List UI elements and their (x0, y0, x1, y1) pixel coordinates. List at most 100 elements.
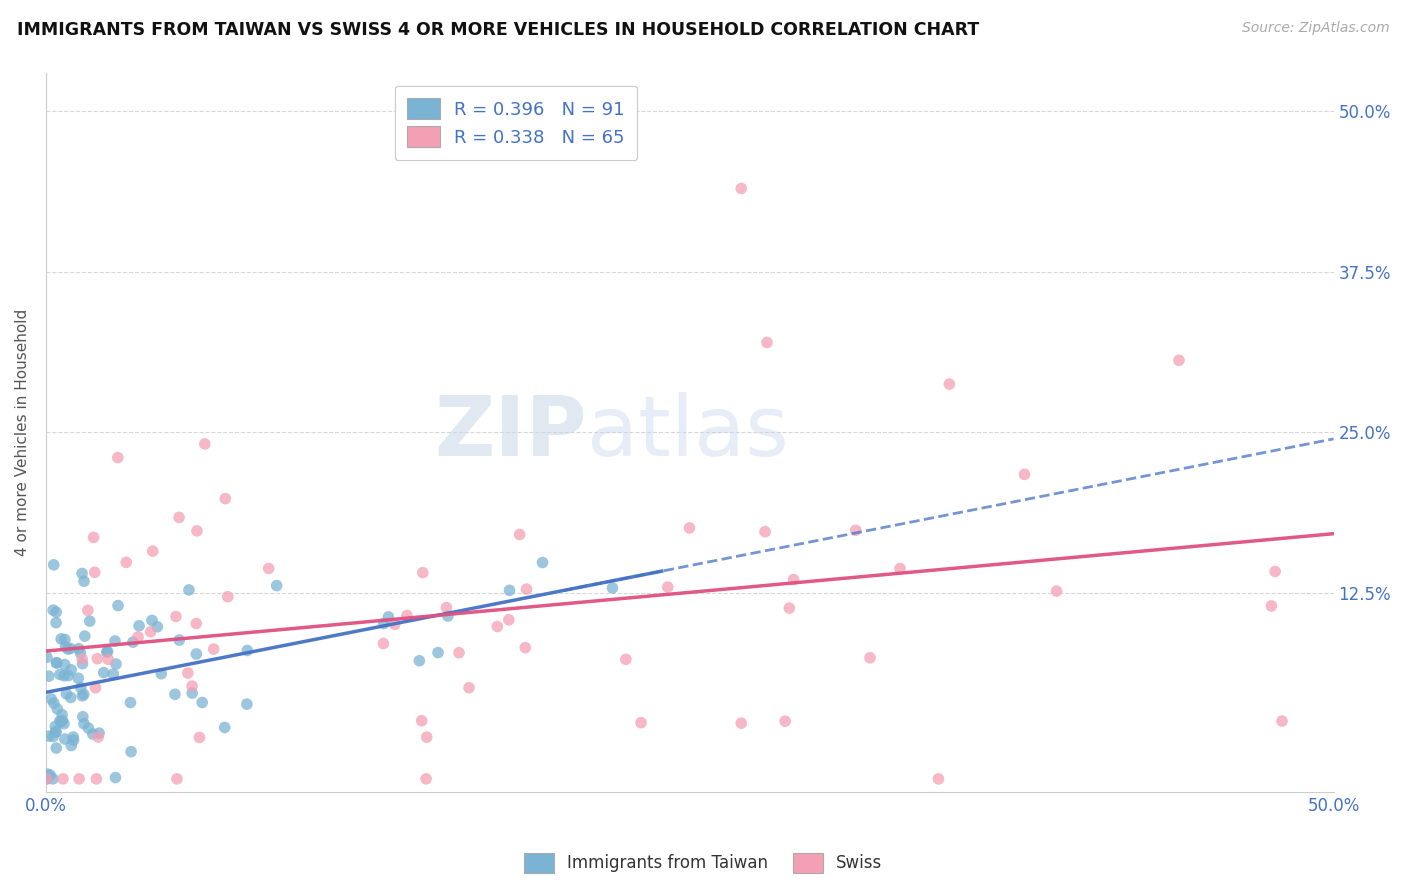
Point (1014, 467, 1036, 482)
Point (83, 530, 105, 544)
Point (42, 772, 65, 786)
Point (87, 730, 110, 744)
Point (127, 630, 149, 644)
Legend: Immigrants from Taiwan, Swiss: Immigrants from Taiwan, Swiss (517, 847, 889, 880)
Point (373, 616, 395, 631)
Point (52, 669, 75, 683)
Point (214, 491, 236, 506)
Point (614, 652, 637, 666)
Point (186, 647, 208, 661)
Point (51, 714, 73, 728)
Point (754, 524, 776, 539)
Point (938, 377, 960, 392)
Point (266, 579, 288, 593)
Point (1168, 353, 1191, 368)
Point (146, 620, 169, 634)
Point (82, 727, 104, 741)
Point (859, 650, 882, 665)
Point (67, 641, 90, 656)
Point (103, 667, 125, 681)
Point (458, 681, 481, 695)
Point (756, 335, 779, 350)
Point (509, 527, 531, 541)
Point (45, 656, 67, 670)
Point (96, 645, 118, 659)
Point (58, 668, 80, 682)
Point (773, 714, 796, 729)
Point (35, 772, 58, 786)
Point (427, 646, 450, 660)
Point (1271, 714, 1294, 728)
Point (42, 730, 65, 744)
Point (191, 696, 214, 710)
Point (45, 725, 67, 739)
Point (412, 566, 434, 580)
Point (46, 702, 69, 716)
Point (177, 665, 200, 680)
Legend: R = 0.396   N = 91, R = 0.338   N = 65: R = 0.396 N = 91, R = 0.338 N = 65 (395, 86, 637, 160)
Text: Source: ZipAtlas.com: Source: ZipAtlas.com (1241, 21, 1389, 36)
Point (52, 772, 75, 786)
Point (76, 603, 98, 617)
Point (67, 671, 90, 685)
Point (72, 710, 94, 724)
Point (59, 641, 82, 656)
Y-axis label: 4 or more Vehicles in Household: 4 or more Vehicles in Household (15, 309, 30, 556)
Point (72, 689, 94, 703)
Point (45, 741, 67, 756)
Point (42, 696, 65, 710)
Point (188, 731, 211, 745)
Point (42, 603, 65, 617)
Point (39, 768, 62, 782)
Point (62, 730, 84, 744)
Point (778, 601, 800, 615)
Point (602, 581, 624, 595)
Point (163, 687, 186, 701)
Point (97, 644, 120, 658)
Point (122, 635, 145, 649)
Point (236, 643, 259, 657)
Point (498, 583, 520, 598)
Point (60, 663, 83, 677)
Point (115, 555, 138, 569)
Point (87, 726, 110, 740)
Point (104, 634, 127, 648)
Point (73, 574, 96, 589)
Point (142, 544, 165, 558)
Point (104, 771, 127, 785)
Point (93, 665, 115, 680)
Point (384, 617, 406, 632)
Point (186, 616, 208, 631)
Point (72, 657, 94, 671)
Point (83, 566, 105, 580)
Point (730, 181, 752, 195)
Point (889, 561, 911, 575)
Point (515, 640, 537, 655)
Point (60, 739, 83, 753)
Point (107, 599, 129, 613)
Text: atlas: atlas (586, 392, 789, 473)
Point (486, 619, 509, 633)
Point (181, 686, 204, 700)
Point (128, 619, 150, 633)
Point (377, 610, 399, 624)
Point (62, 733, 84, 747)
Point (51, 707, 73, 722)
Point (49, 714, 72, 728)
Point (49, 667, 72, 681)
Point (1045, 584, 1067, 599)
Point (139, 624, 162, 639)
Point (167, 510, 190, 524)
Point (70, 566, 93, 581)
Point (1264, 565, 1286, 579)
Point (84, 681, 107, 695)
Point (52, 716, 75, 731)
Point (411, 714, 433, 728)
Point (217, 590, 239, 604)
Point (678, 521, 700, 535)
Point (56, 642, 79, 657)
Point (97, 652, 120, 666)
Text: IMMIGRANTS FROM TAIWAN VS SWISS 4 OR MORE VEHICLES IN HOUSEHOLD CORRELATION CHAR: IMMIGRANTS FROM TAIWAN VS SWISS 4 OR MOR… (17, 21, 979, 39)
Point (436, 600, 458, 615)
Point (53, 632, 76, 647)
